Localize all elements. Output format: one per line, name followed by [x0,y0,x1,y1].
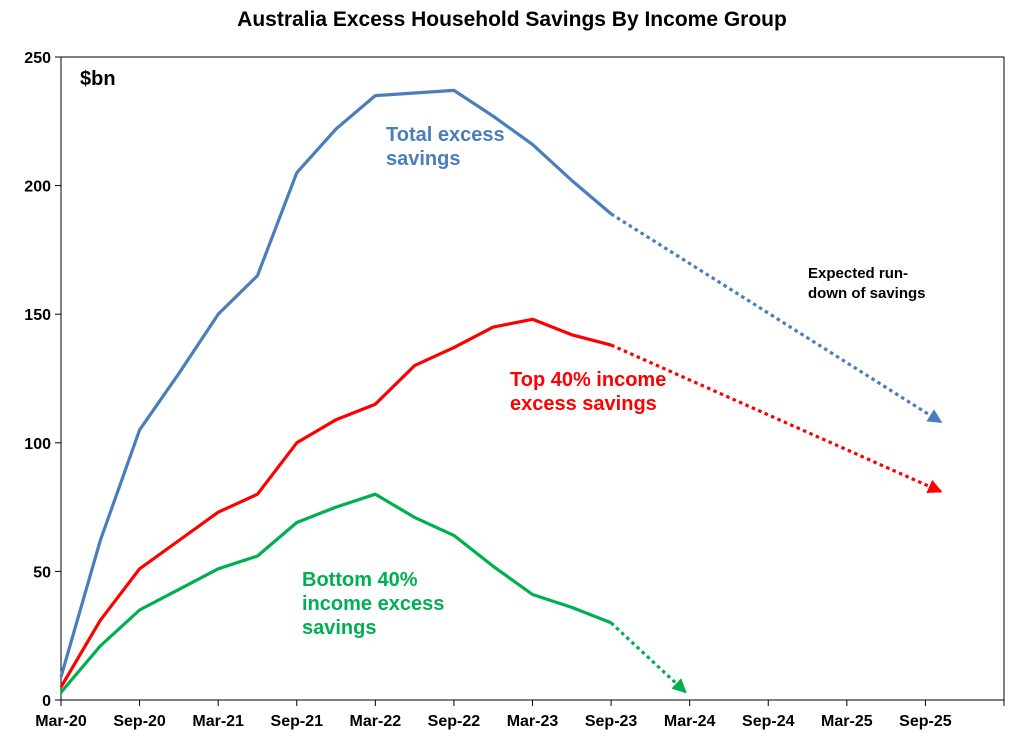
total-annotation-line-2: savings [386,148,461,170]
y-tick-label: 100 [24,436,51,453]
x-tick-label: Mar-23 [507,713,559,730]
series-layer [59,88,943,694]
expected-annotation-line-2: down of savings [808,285,926,302]
y-tick-label: 0 [42,693,51,710]
total-annotation-line-1: Total excess [386,124,505,146]
bottom-40-annotation: Bottom 40% income excess savings [302,568,472,640]
x-tick-label: Sep-25 [899,713,952,730]
expected-rundown-annotation: Expected run- down of savings [808,264,938,304]
bottom-annotation-line-2: income excess [302,593,445,615]
x-tick-label: Mar-20 [35,713,87,730]
total-savings-annotation: Total excess savings [386,123,536,171]
series-line [59,317,612,688]
x-tick-label: Mar-22 [350,713,402,730]
bottom-annotation-line-1: Bottom 40% [302,569,418,591]
x-tick-label: Sep-22 [428,713,481,730]
y-tick-label: 250 [24,50,51,67]
x-tick-label: Sep-24 [742,713,795,730]
unit-label: $bn [80,68,116,90]
top-40-annotation: Top 40% income excess savings [510,368,700,416]
x-axis: Mar-20 Sep-20 Mar-21 Sep-21 Mar-22 Sep-22 Mar-… [35,700,1005,730]
series-forecast-line [610,212,943,424]
y-tick-label: 200 [24,179,51,196]
y-tick-label: 150 [24,307,51,324]
x-tick-label: Mar-24 [664,713,716,730]
x-tick-label: Sep-23 [585,713,638,730]
x-tick-label: Mar-25 [821,713,873,730]
x-tick-label: Sep-21 [271,713,324,730]
y-tick-label: 50 [33,564,51,581]
x-tick-label: Sep-20 [113,713,166,730]
expected-annotation-line-1: Expected run- [808,265,909,282]
y-axis: 0 50 100 150 200 250 [24,50,61,710]
top-annotation-line-1: Top 40% income [510,369,667,391]
series-line [59,88,613,678]
x-tick-label: Mar-21 [192,713,244,730]
chart-title: Australia Excess Household Savings By In… [237,8,787,31]
series-line [59,492,612,694]
series-forecast-line [609,621,687,694]
top-annotation-line-2: excess savings [510,393,657,415]
bottom-annotation-line-3: savings [302,617,377,639]
